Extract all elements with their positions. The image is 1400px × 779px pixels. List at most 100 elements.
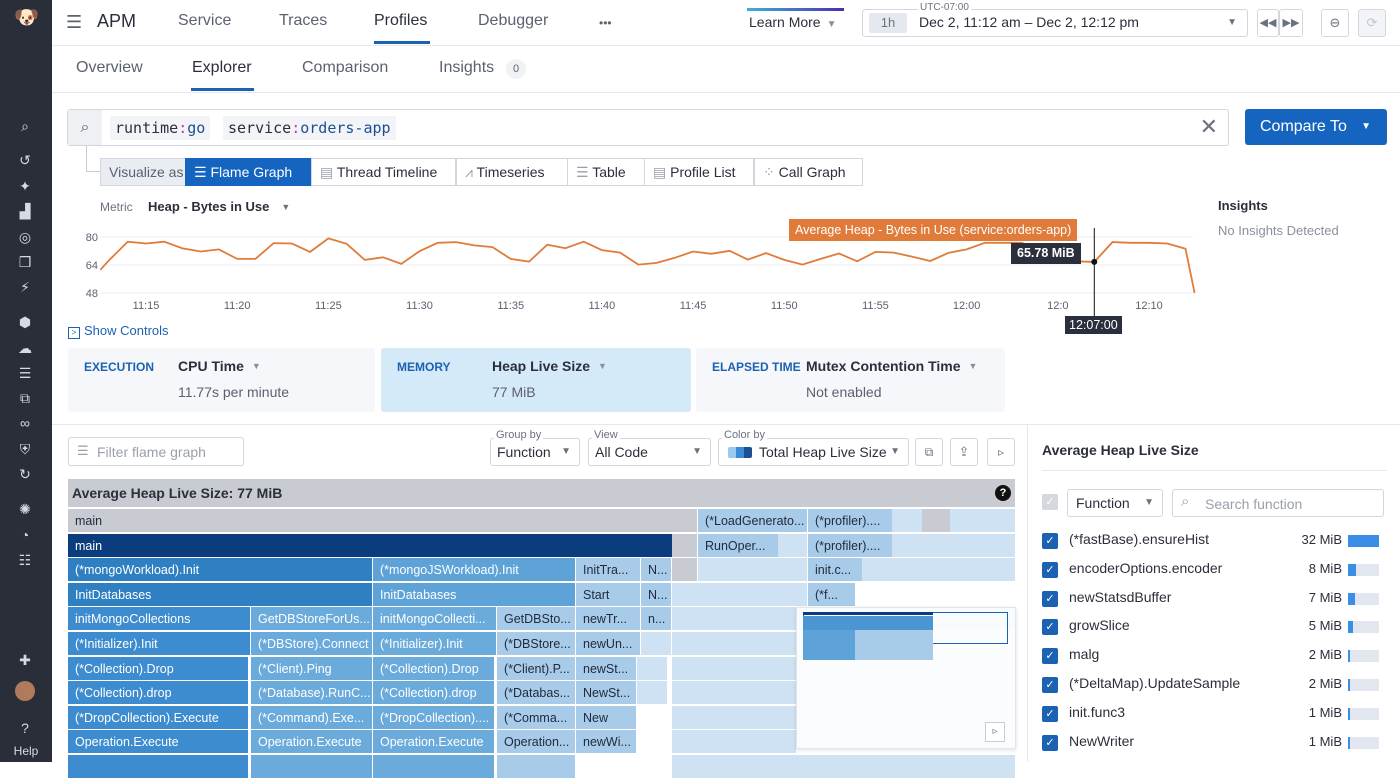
history-icon[interactable]: ↺ [14, 150, 36, 170]
function-checkbox[interactable]: ✓ [1042, 533, 1058, 549]
flame-frame-filler[interactable] [950, 509, 1016, 533]
flame-frame[interactable]: Operation.Execute [68, 730, 249, 754]
flame-frame[interactable]: initMongoCollections [68, 607, 251, 631]
flame-frame[interactable]: Operation.Execute [373, 730, 495, 754]
visualize-call-graph[interactable]: ⁘ Call Graph [754, 158, 863, 186]
apm-icon[interactable]: ☰ [14, 363, 36, 383]
function-row[interactable]: ✓ encoderOptions.encoder 8 MiB [1042, 558, 1387, 582]
flame-frame-filler[interactable] [672, 681, 797, 705]
flame-frame[interactable]: (*Comma... [497, 706, 576, 730]
filter-flame-graph-input[interactable]: ☰ Filter flame graph [68, 437, 244, 466]
flame-frame-filler[interactable] [641, 632, 672, 656]
sparkle-icon[interactable]: ✦ [14, 176, 36, 196]
search-bar[interactable]: ⌕ runtime:go service:orders-app ✕ [67, 109, 1229, 146]
visualize-profile-list[interactable]: ▤ Profile List [644, 158, 754, 186]
integrations-icon[interactable]: ✚ [14, 650, 36, 670]
function-checkbox[interactable]: ✓ [1042, 562, 1058, 578]
help-icon[interactable]: ? [995, 485, 1011, 501]
panel-group-select[interactable]: Function▼ [1067, 489, 1163, 517]
cloud-cost-icon[interactable]: ☁ [14, 338, 36, 358]
flame-frame-filler[interactable] [672, 657, 797, 681]
flame-frame[interactable]: main [68, 534, 673, 558]
bolt-icon[interactable]: ⚡ [14, 277, 36, 297]
hexagons-icon[interactable]: ⬢ [14, 312, 36, 332]
bug-icon[interactable]: ✺ [14, 499, 36, 519]
flame-frame-filler[interactable] [672, 706, 797, 730]
visualize-thread-timeline[interactable]: ▤ Thread Timeline [311, 158, 456, 186]
flame-frame-filler[interactable] [373, 755, 495, 779]
flame-frame[interactable]: newTr... [576, 607, 641, 631]
flame-frame[interactable]: main [68, 509, 698, 533]
flame-frame-filler[interactable] [892, 509, 923, 533]
flame-frame[interactable]: Operation.Execute [251, 730, 373, 754]
flame-frame[interactable]: (*mongoJSWorkload).Init [373, 558, 576, 582]
flame-frame-filler[interactable] [672, 755, 1016, 779]
card-execution[interactable]: EXECUTION CPU Time▼ 11.77s per minute [68, 348, 375, 412]
target-icon[interactable]: ◎ [14, 227, 36, 247]
tab-profiles[interactable]: Profiles [374, 12, 427, 30]
compare-frames-icon[interactable]: ⧉ [915, 438, 943, 466]
flame-frame[interactable]: (*Command).Exe... [251, 706, 373, 730]
flame-frame-filler[interactable] [672, 632, 797, 656]
search-icon[interactable]: ⌕ [14, 116, 36, 136]
search-tag[interactable]: runtime:go [110, 116, 210, 140]
help-icon[interactable]: ? [14, 718, 36, 738]
function-row[interactable]: ✓ (*fastBase).ensureHist 32 MiB [1042, 529, 1387, 553]
flame-frame[interactable]: (*Collection).drop [68, 681, 249, 705]
clear-search-icon[interactable]: ✕ [1200, 114, 1218, 140]
toggle-panel-icon[interactable]: ▹ [987, 438, 1015, 466]
flame-frame[interactable]: (*DBStore... [497, 632, 576, 656]
logo-icon[interactable]: 🐶 [14, 8, 36, 28]
flame-frame[interactable]: (*Initializer).Init [68, 632, 251, 656]
flame-frame[interactable]: (*mongoWorkload).Init [68, 558, 373, 582]
flame-minimap[interactable]: ▹ [796, 607, 1016, 749]
flame-frame[interactable]: RunOper... [698, 534, 779, 558]
function-checkbox[interactable]: ✓ [1042, 619, 1058, 635]
group-by-select[interactable]: Function▼ [490, 438, 580, 466]
flame-frame[interactable]: newWi... [576, 730, 637, 754]
visualize-flame-graph[interactable]: ☰ Flame Graph [185, 158, 311, 186]
gauge-icon[interactable]: ◔ [14, 525, 36, 545]
search-function-input[interactable]: ⌕ Search function [1172, 489, 1384, 517]
layers-icon[interactable]: ❒ [14, 252, 36, 272]
function-row[interactable]: ✓ NewWriter 1 MiB [1042, 731, 1387, 755]
flame-frame-filler[interactable] [672, 583, 808, 607]
function-row[interactable]: ✓ growSlice 5 MiB [1042, 615, 1387, 639]
flame-frame-filler[interactable] [251, 755, 373, 779]
rewind-button[interactable]: ◀◀ [1257, 9, 1279, 37]
tab-service[interactable]: Service [178, 12, 231, 30]
learn-more-button[interactable]: Learn More▼ [749, 14, 837, 30]
color-by-select[interactable]: Total Heap Live Size▼ [718, 438, 909, 466]
show-controls-link[interactable]: >Show Controls [68, 323, 169, 339]
time-range-picker[interactable]: 1h Dec 2, 11:12 am – Dec 2, 12:12 pm ▼ [862, 9, 1248, 37]
flame-frame-filler[interactable] [672, 558, 698, 582]
function-row[interactable]: ✓ init.func3 1 MiB [1042, 702, 1387, 726]
apm-menu-icon[interactable]: ☰ [66, 12, 82, 33]
visualize-table[interactable]: ☰ Table [567, 158, 645, 186]
flame-frame[interactable]: N... [641, 583, 672, 607]
flame-frame[interactable]: (*DBStore).Connect [251, 632, 373, 656]
tab-debugger[interactable]: Debugger [478, 12, 548, 30]
chart-icon[interactable]: ▟ [14, 201, 36, 221]
flame-frame-filler[interactable] [892, 534, 1016, 558]
more-menu-icon[interactable]: ••• [599, 16, 612, 30]
tab-explorer[interactable]: Explorer [192, 59, 252, 77]
compare-to-button[interactable]: Compare To▼ [1245, 109, 1387, 145]
flame-frame[interactable]: InitDatabases [373, 583, 576, 607]
dashboards-icon[interactable]: ⧉ [14, 388, 36, 408]
flame-frame[interactable]: newUn... [576, 632, 641, 656]
flame-frame[interactable]: newSt... [576, 657, 637, 681]
card-elapsed[interactable]: ELAPSED TIME Mutex Contention Time▼ Not … [696, 348, 1005, 412]
function-row[interactable]: ✓ (*DeltaMap).UpdateSample 2 MiB [1042, 673, 1387, 697]
flame-frame[interactable]: (*LoadGenerato... [698, 509, 808, 533]
function-checkbox[interactable]: ✓ [1042, 677, 1058, 693]
refresh-sparkle-icon[interactable]: ↻ [14, 464, 36, 484]
flame-frame[interactable]: (*Client).P... [497, 657, 576, 681]
flame-frame[interactable]: GetDBStoreForUs... [251, 607, 373, 631]
function-row[interactable]: ✓ malg 2 MiB [1042, 644, 1387, 668]
function-checkbox[interactable]: ✓ [1042, 735, 1058, 751]
flame-frame-filler[interactable] [637, 681, 668, 705]
view-select[interactable]: All Code▼ [588, 438, 711, 466]
card-memory[interactable]: MEMORY Heap Live Size▼ 77 MiB [381, 348, 691, 412]
forward-button[interactable]: ▶▶ [1279, 9, 1303, 37]
